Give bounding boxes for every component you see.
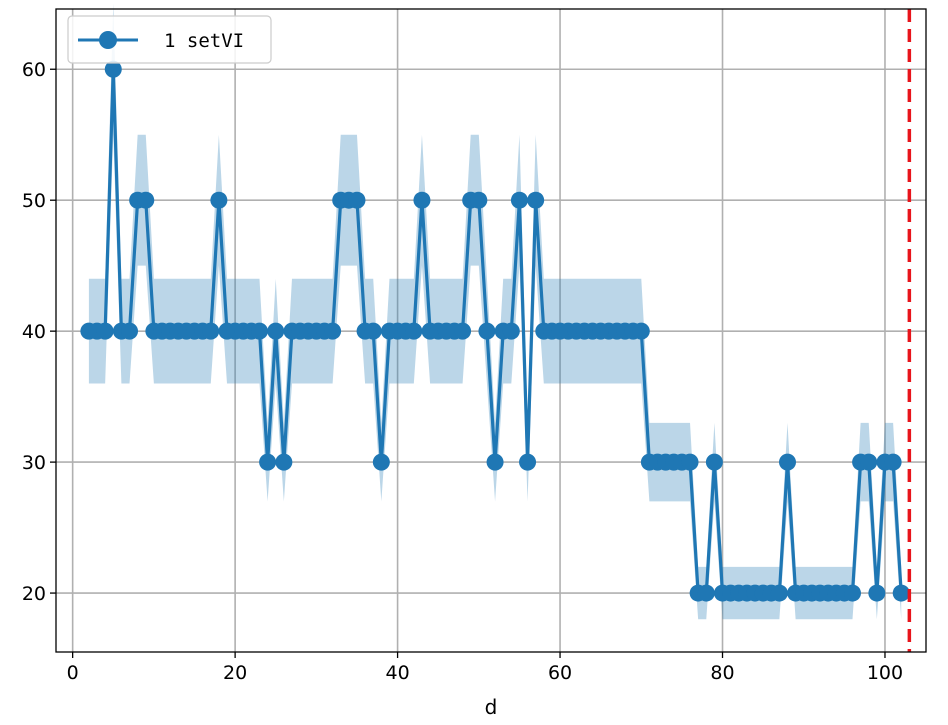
legend: 1 setVI	[67, 15, 272, 64]
band-area	[88, 3, 902, 620]
data-point	[892, 584, 910, 602]
data-point	[843, 584, 861, 602]
plot-frame	[55, 8, 927, 653]
data-point	[884, 453, 902, 471]
data-point	[137, 191, 155, 209]
data-point	[470, 191, 488, 209]
data-point	[697, 584, 715, 602]
data-point	[267, 322, 285, 340]
y-tick-label: 30	[22, 452, 46, 474]
data-point	[486, 453, 504, 471]
data-point	[527, 191, 545, 209]
data-point	[275, 453, 293, 471]
data-point	[96, 322, 114, 340]
data-point	[778, 453, 796, 471]
data-point	[770, 584, 788, 602]
x-axis-label: d	[485, 695, 498, 719]
data-point	[478, 322, 496, 340]
x-tick-label: 0	[67, 662, 79, 684]
data-point	[121, 322, 139, 340]
axis-ticks: 0 20 40 60 80 100 20 30 40 50 60	[22, 59, 903, 684]
x-tick-label: 100	[867, 662, 903, 684]
data-point	[413, 191, 431, 209]
data-point	[502, 322, 520, 340]
data-point	[860, 453, 878, 471]
x-tick-label: 80	[710, 662, 734, 684]
data-point	[348, 191, 366, 209]
data-point	[202, 322, 220, 340]
data-point	[259, 453, 277, 471]
confidence-band	[88, 3, 902, 620]
y-tick-label: 40	[22, 321, 46, 343]
data-point	[454, 322, 472, 340]
y-tick-label: 20	[22, 583, 46, 605]
data-point	[510, 191, 528, 209]
legend-box	[67, 15, 272, 64]
data-point	[210, 191, 228, 209]
data-point	[364, 322, 382, 340]
data-point	[104, 60, 122, 78]
y-tick-label: 60	[22, 59, 46, 81]
legend-marker-swatch	[99, 31, 117, 49]
data-point	[681, 453, 699, 471]
data-point	[632, 322, 650, 340]
data-point	[372, 453, 390, 471]
x-tick-label: 40	[385, 662, 409, 684]
y-tick-label: 50	[22, 190, 46, 212]
data-point	[868, 584, 886, 602]
legend-label: 1 setVI	[164, 30, 244, 52]
data-point	[519, 453, 537, 471]
data-point	[405, 322, 423, 340]
series-line-group	[80, 60, 910, 602]
data-point	[250, 322, 268, 340]
x-tick-label: 60	[548, 662, 572, 684]
data-point	[324, 322, 342, 340]
data-point	[705, 453, 723, 471]
x-tick-label: 20	[223, 662, 247, 684]
